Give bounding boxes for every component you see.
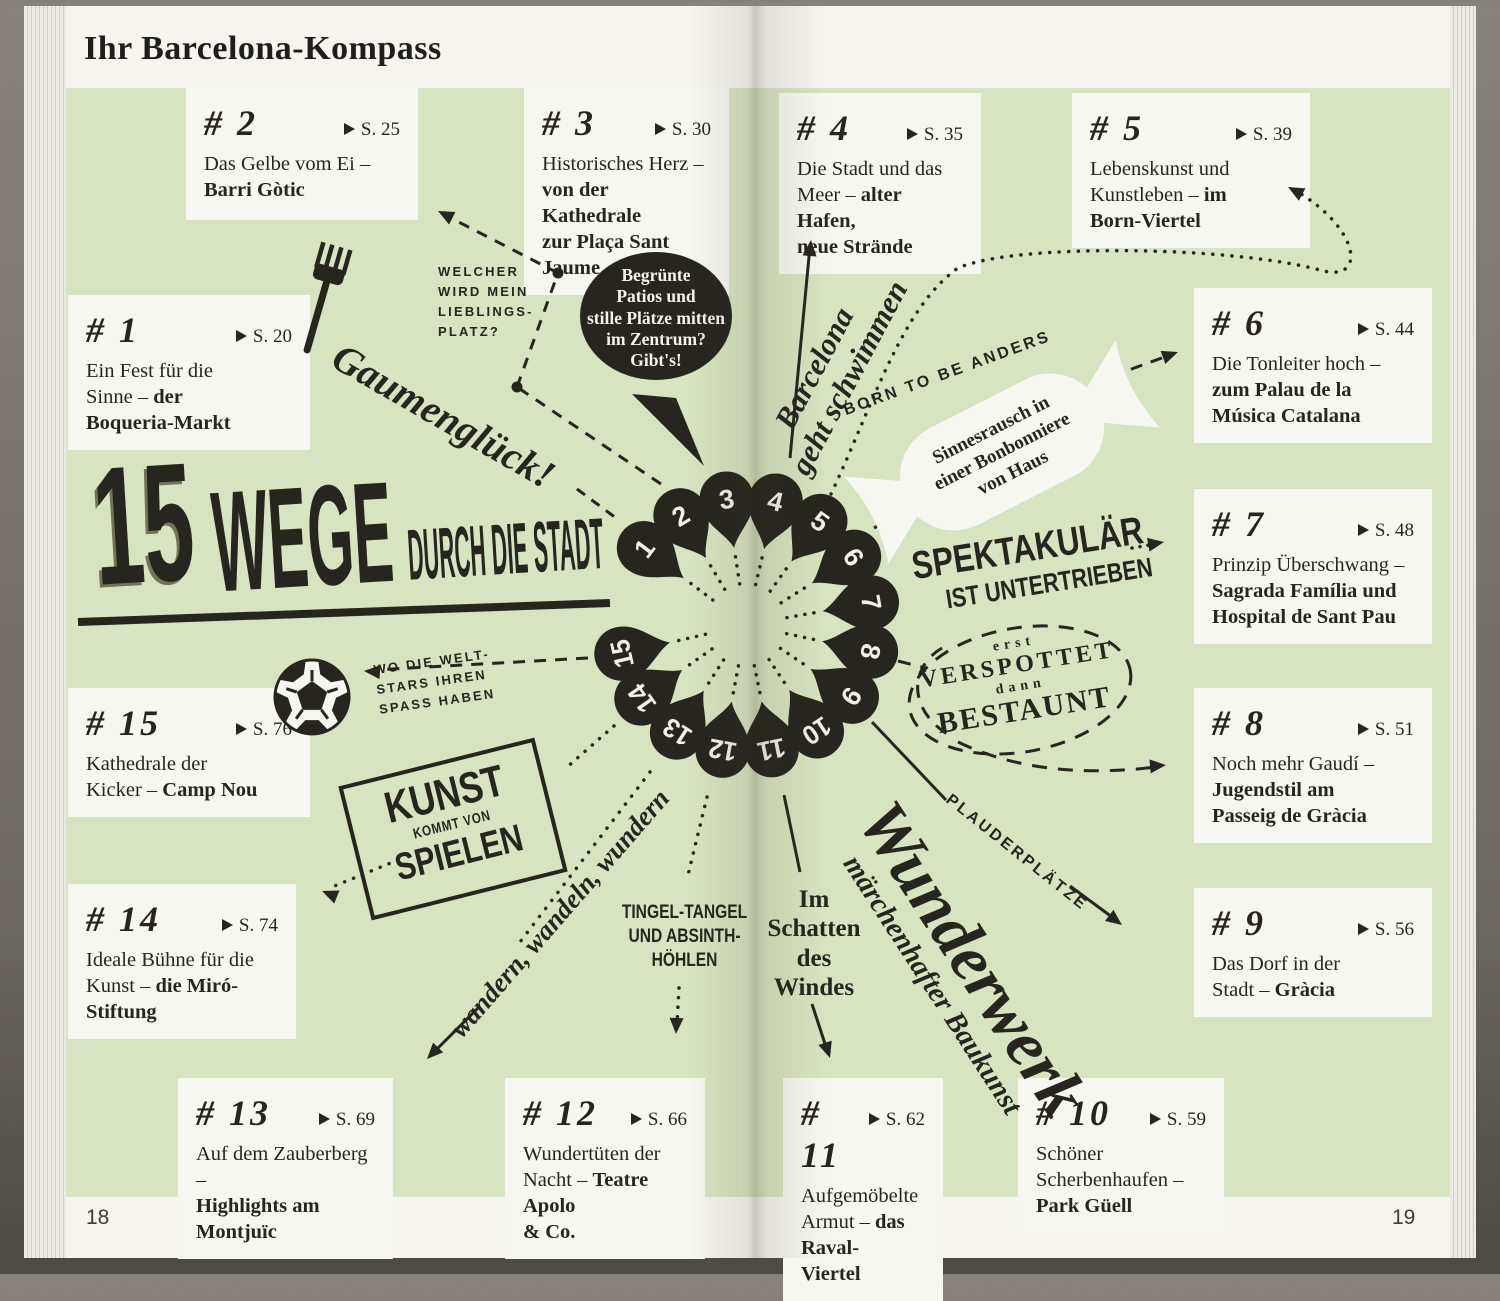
route-description: Kathedrale der Kicker – Camp Nou	[86, 753, 258, 802]
route-card: # 4 S. 35 Die Stadt und das Meer – alter Ha…	[779, 93, 981, 275]
arrow-right-icon	[1235, 128, 1247, 140]
route-description: Historisches Herz – von der Kathedrale zur…	[542, 153, 704, 280]
arrow-right-icon	[235, 723, 247, 735]
route-card: # 8 S. 51 Noch mehr Gaudí – Jugendstil am Pa…	[1194, 688, 1432, 844]
page-reference: S. 76	[235, 719, 292, 741]
route-number: # 14	[86, 899, 161, 939]
route-description: Noch mehr Gaudí – Jugendstil am Passeig de…	[1212, 753, 1375, 828]
route-number: # 13	[196, 1093, 271, 1133]
route-number: # 7	[1212, 504, 1266, 544]
route-description: Schöner Scherbenhaufen – Park Güell	[1036, 1143, 1184, 1218]
route-description: Ein Fest für die Sinne – der Boqueria-Mark…	[86, 360, 231, 435]
page-reference: S. 59	[1149, 1109, 1206, 1131]
page-reference: S. 25	[343, 119, 400, 141]
route-card: # 1 S. 20 Ein Fest für die Sinne – der Boque…	[68, 295, 310, 451]
arrow-right-icon	[343, 123, 355, 135]
page-reference: S. 51	[1357, 719, 1414, 741]
route-description: Das Dorf in der Stadt – Gràcia	[1212, 953, 1341, 1002]
route-card: # 2 S. 25 Das Gelbe vom Ei – Barri Gòtic	[186, 88, 418, 220]
arrow-right-icon	[235, 330, 247, 342]
route-card: # 7 S. 48 Prinzip Überschwang – Sagrada Fam…	[1194, 489, 1432, 645]
page-reference: S. 56	[1357, 919, 1414, 941]
arrow-right-icon	[1357, 323, 1369, 335]
arrow-right-icon	[318, 1113, 330, 1125]
page-number-left: 18	[86, 1206, 110, 1229]
route-card: # 6 S. 44 Die Tonleiter hoch – zum Palau de…	[1194, 288, 1432, 444]
arrow-right-icon	[868, 1113, 880, 1125]
route-number: # 2	[204, 103, 258, 143]
route-card: # 11 S. 62 Aufgemöbelte Armut – das Raval- V…	[783, 1078, 943, 1301]
route-number: # 4	[797, 108, 851, 148]
page-reference: S. 30	[654, 119, 711, 141]
route-description: Wundertüten der Nacht – Teatre Apolo & Co.	[523, 1143, 661, 1244]
route-number: # 11	[801, 1093, 842, 1175]
route-description: Die Tonleiter hoch – zum Palau de la Músic…	[1212, 353, 1381, 428]
route-number: # 8	[1212, 703, 1266, 743]
route-card: # 9 S. 56 Das Dorf in der Stadt – Gràcia	[1194, 888, 1432, 1018]
page-reference: S. 20	[235, 326, 292, 348]
page-reference: S. 44	[1357, 319, 1414, 341]
route-description: Auf dem Zauberberg – Highlights am Montjuï…	[196, 1143, 368, 1244]
arrow-right-icon	[654, 123, 666, 135]
route-description: Aufgemöbelte Armut – das Raval- Viertel	[801, 1185, 919, 1286]
arrow-right-icon	[1357, 723, 1369, 735]
route-card: # 3 S. 30 Historisches Herz – von der Kathe…	[524, 88, 729, 296]
route-description: Lebenskunst und Kunstleben – im Born-Viert…	[1090, 158, 1230, 233]
route-number: # 9	[1212, 903, 1266, 943]
route-number: # 3	[542, 103, 596, 143]
page-reference: S. 39	[1235, 124, 1292, 146]
route-card: # 13 S. 69 Auf dem Zauberberg – Highlights …	[178, 1078, 393, 1260]
page-reference: S. 48	[1357, 520, 1414, 542]
page-number-right: 19	[1392, 1206, 1416, 1229]
page-reference: S. 66	[630, 1109, 687, 1131]
arrow-right-icon	[630, 1113, 642, 1125]
route-card: # 10 S. 59 Schöner Scherbenhaufen – Park Güe…	[1018, 1078, 1224, 1234]
page-reference: S. 74	[221, 915, 278, 937]
page-title: Ihr Barcelona-Kompass	[84, 30, 442, 67]
page-stack-right	[1450, 6, 1476, 1258]
page-reference: S. 35	[906, 124, 963, 146]
route-card: # 5 S. 39 Lebenskunst und Kunstleben – im Bo…	[1072, 93, 1310, 249]
route-card: # 12 S. 66 Wundertüten der Nacht – Teatre A…	[505, 1078, 705, 1260]
route-number: # 10	[1036, 1093, 1111, 1133]
arrow-right-icon	[1149, 1113, 1161, 1125]
route-description: Das Gelbe vom Ei – Barri Gòtic	[204, 153, 371, 202]
page-reference: S. 69	[318, 1109, 375, 1131]
arrow-right-icon	[906, 128, 918, 140]
route-number: # 15	[86, 703, 161, 743]
route-description: Ideale Bühne für die Kunst – die Miró- Sti…	[86, 949, 254, 1024]
page-reference: S. 62	[868, 1109, 925, 1131]
route-card: # 14 S. 74 Ideale Bühne für die Kunst – die…	[68, 884, 296, 1040]
route-card: # 15 S. 76 Kathedrale der Kicker – Camp Nou	[68, 688, 310, 818]
arrow-right-icon	[1357, 524, 1369, 536]
route-description: Die Stadt und das Meer – alter Hafen, neue…	[797, 158, 943, 259]
route-description: Prinzip Überschwang – Sagrada Família und…	[1212, 554, 1405, 629]
route-number: # 12	[523, 1093, 598, 1133]
page-stack-left	[24, 6, 66, 1258]
route-number: # 5	[1090, 108, 1144, 148]
arrow-right-icon	[221, 919, 233, 931]
route-number: # 1	[86, 310, 140, 350]
route-number: # 6	[1212, 303, 1266, 343]
arrow-right-icon	[1357, 923, 1369, 935]
